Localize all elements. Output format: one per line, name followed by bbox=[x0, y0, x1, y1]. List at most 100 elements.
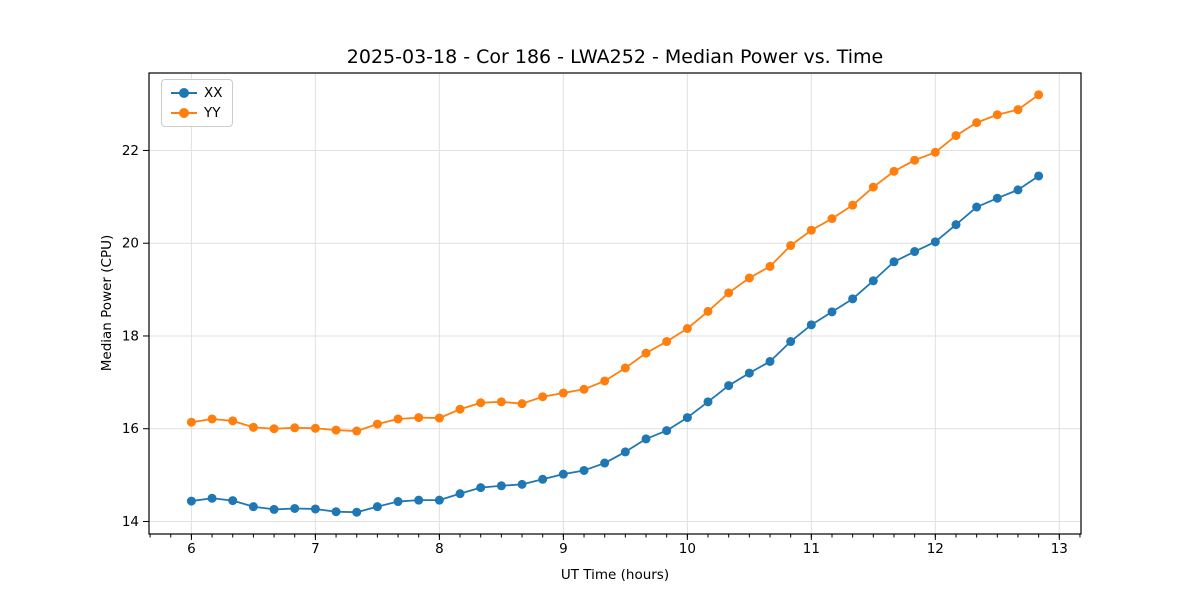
data-point-yy bbox=[434, 413, 444, 423]
data-point-xx bbox=[992, 193, 1002, 203]
data-point-xx bbox=[641, 434, 651, 444]
data-point-xx bbox=[310, 504, 320, 514]
legend-line-dot-icon-yy bbox=[171, 108, 197, 118]
legend-item-yy: YY bbox=[171, 103, 223, 123]
legend-label-yy: YY bbox=[204, 105, 221, 121]
data-point-xx bbox=[558, 469, 568, 479]
data-point-xx bbox=[393, 497, 403, 507]
data-point-xx bbox=[682, 413, 692, 423]
data-point-xx bbox=[496, 481, 506, 491]
data-point-yy bbox=[496, 397, 506, 407]
x-tick-label: 12 bbox=[927, 541, 944, 557]
data-point-xx bbox=[889, 257, 899, 267]
data-point-xx bbox=[951, 220, 961, 230]
legend-label-xx: XX bbox=[204, 85, 223, 101]
data-point-xx bbox=[434, 495, 444, 505]
data-point-yy bbox=[972, 118, 982, 128]
data-point-xx bbox=[517, 479, 527, 489]
data-point-yy bbox=[476, 398, 486, 408]
y-tick-label: 18 bbox=[122, 328, 139, 344]
data-point-xx bbox=[786, 337, 796, 347]
data-point-yy bbox=[1034, 90, 1044, 100]
data-point-xx bbox=[910, 247, 920, 257]
x-axis-label: UT Time (hours) bbox=[560, 567, 670, 583]
data-point-xx bbox=[744, 368, 754, 378]
data-point-xx bbox=[765, 356, 775, 366]
data-point-yy bbox=[724, 288, 734, 298]
x-tick-label: 11 bbox=[803, 541, 820, 557]
data-point-xx bbox=[269, 504, 279, 514]
data-point-xx bbox=[352, 507, 362, 517]
x-tick-label: 9 bbox=[559, 541, 568, 557]
data-point-yy bbox=[414, 413, 424, 423]
data-point-xx bbox=[1013, 185, 1023, 195]
data-point-yy bbox=[786, 241, 796, 251]
data-point-xx bbox=[1034, 171, 1044, 181]
legend-dot-yy bbox=[179, 108, 189, 118]
data-point-yy bbox=[1013, 105, 1023, 115]
series-xx bbox=[186, 171, 1044, 517]
y-tick-label: 22 bbox=[122, 143, 139, 159]
data-point-xx bbox=[207, 493, 217, 503]
data-point-yy bbox=[951, 131, 961, 141]
data-point-yy bbox=[662, 337, 672, 347]
x-tick-label: 6 bbox=[187, 541, 196, 557]
data-point-yy bbox=[848, 200, 858, 210]
legend-dot-xx bbox=[179, 88, 189, 98]
data-point-xx bbox=[248, 502, 258, 512]
data-point-xx bbox=[868, 276, 878, 286]
data-point-yy bbox=[703, 306, 713, 316]
data-point-yy bbox=[538, 392, 548, 402]
data-point-yy bbox=[600, 376, 610, 386]
data-point-xx bbox=[186, 496, 196, 506]
series-line-yy bbox=[191, 94, 1040, 432]
data-point-yy bbox=[744, 273, 754, 283]
data-point-yy bbox=[992, 110, 1002, 120]
data-point-xx bbox=[579, 465, 589, 475]
data-point-xx bbox=[538, 474, 548, 484]
data-point-xx bbox=[290, 503, 300, 513]
data-point-xx bbox=[703, 397, 713, 407]
data-point-yy bbox=[558, 388, 568, 398]
legend-item-xx: XX bbox=[171, 83, 223, 103]
data-point-xx bbox=[930, 237, 940, 247]
tick-labels: 6 7 8 9 10 11 12 13 14 16 18 20 22 bbox=[122, 143, 1068, 557]
data-point-yy bbox=[248, 422, 258, 432]
data-point-yy bbox=[186, 417, 196, 427]
data-point-yy bbox=[393, 414, 403, 424]
y-tick-label: 14 bbox=[122, 514, 139, 530]
data-point-yy bbox=[455, 404, 465, 414]
series-line-xx bbox=[191, 175, 1040, 514]
data-point-yy bbox=[889, 166, 899, 176]
x-tick-label: 13 bbox=[1051, 541, 1068, 557]
y-tick-label: 20 bbox=[122, 236, 139, 252]
data-point-xx bbox=[600, 458, 610, 468]
data-point-yy bbox=[269, 424, 279, 434]
x-tick-label: 10 bbox=[679, 541, 696, 557]
chart-title: 2025-03-18 - Cor 186 - LWA252 - Median P… bbox=[346, 46, 884, 68]
data-point-yy bbox=[579, 384, 589, 394]
data-point-xx bbox=[972, 202, 982, 212]
data-point-yy bbox=[806, 225, 816, 235]
data-point-xx bbox=[414, 495, 424, 505]
data-point-yy bbox=[868, 182, 878, 192]
y-axis-label: Median Power (CPU) bbox=[99, 234, 115, 372]
data-point-xx bbox=[848, 294, 858, 304]
data-point-yy bbox=[765, 261, 775, 271]
y-tick-label: 16 bbox=[122, 421, 139, 437]
axes-ticks bbox=[143, 149, 1081, 540]
data-point-xx bbox=[724, 381, 734, 391]
data-point-xx bbox=[228, 496, 238, 506]
data-point-yy bbox=[207, 414, 217, 424]
data-point-xx bbox=[827, 307, 837, 317]
data-point-yy bbox=[517, 399, 527, 409]
plot-border bbox=[148, 72, 1082, 535]
data-point-xx bbox=[455, 489, 465, 499]
data-point-yy bbox=[331, 425, 341, 435]
data-point-yy bbox=[910, 155, 920, 165]
x-tick-label: 7 bbox=[311, 541, 320, 557]
data-point-yy bbox=[827, 214, 837, 224]
data-point-xx bbox=[331, 507, 341, 517]
